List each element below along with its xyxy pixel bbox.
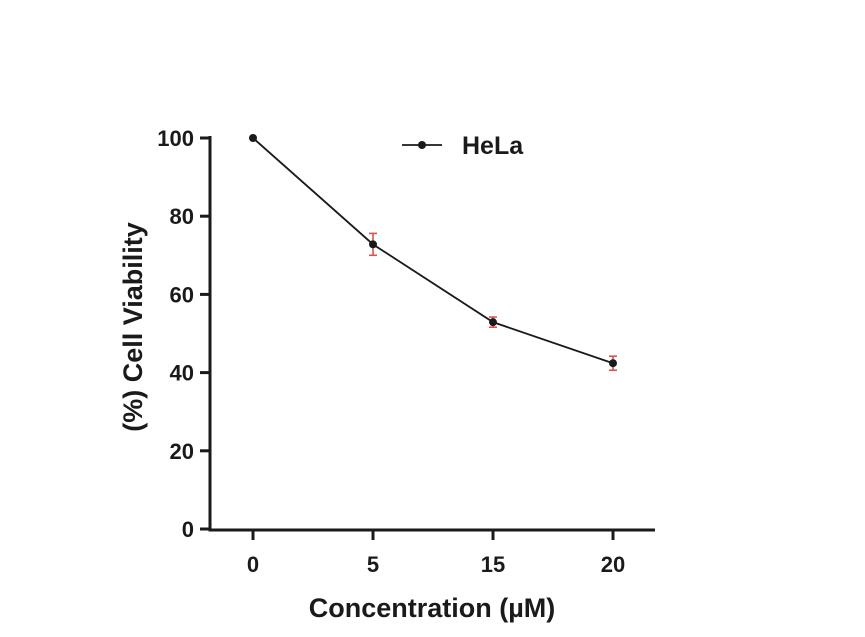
x-axis-ticks: 0 5 15 20 [247, 530, 625, 577]
axes [208, 136, 655, 532]
x-tick-label: 20 [601, 552, 625, 577]
y-tick-label: 80 [170, 204, 194, 229]
data-point [369, 240, 377, 249]
y-tick-label: 20 [170, 439, 194, 464]
x-tick-label: 15 [481, 552, 505, 577]
x-tick-label: 5 [367, 552, 379, 577]
legend: HeLa [402, 132, 524, 160]
x-tick-label: 0 [247, 552, 259, 577]
series-line-hela [252, 137, 614, 365]
y-axis-ticks: 0 20 40 60 80 100 [157, 126, 210, 542]
y-tick-label: 40 [170, 361, 194, 386]
legend-label-hela: HeLa [462, 132, 524, 160]
data-point [489, 318, 497, 327]
data-point [249, 134, 257, 142]
y-tick-label: 60 [170, 282, 194, 307]
plot-area [249, 134, 617, 372]
y-tick-label: 100 [157, 126, 194, 151]
y-tick-label: 0 [182, 517, 194, 542]
y-axis-title: (%) Cell Viability [118, 222, 148, 432]
x-axis-title: Concentration (µM) [309, 593, 556, 623]
data-point [609, 359, 617, 368]
legend-marker-hela [418, 141, 426, 149]
